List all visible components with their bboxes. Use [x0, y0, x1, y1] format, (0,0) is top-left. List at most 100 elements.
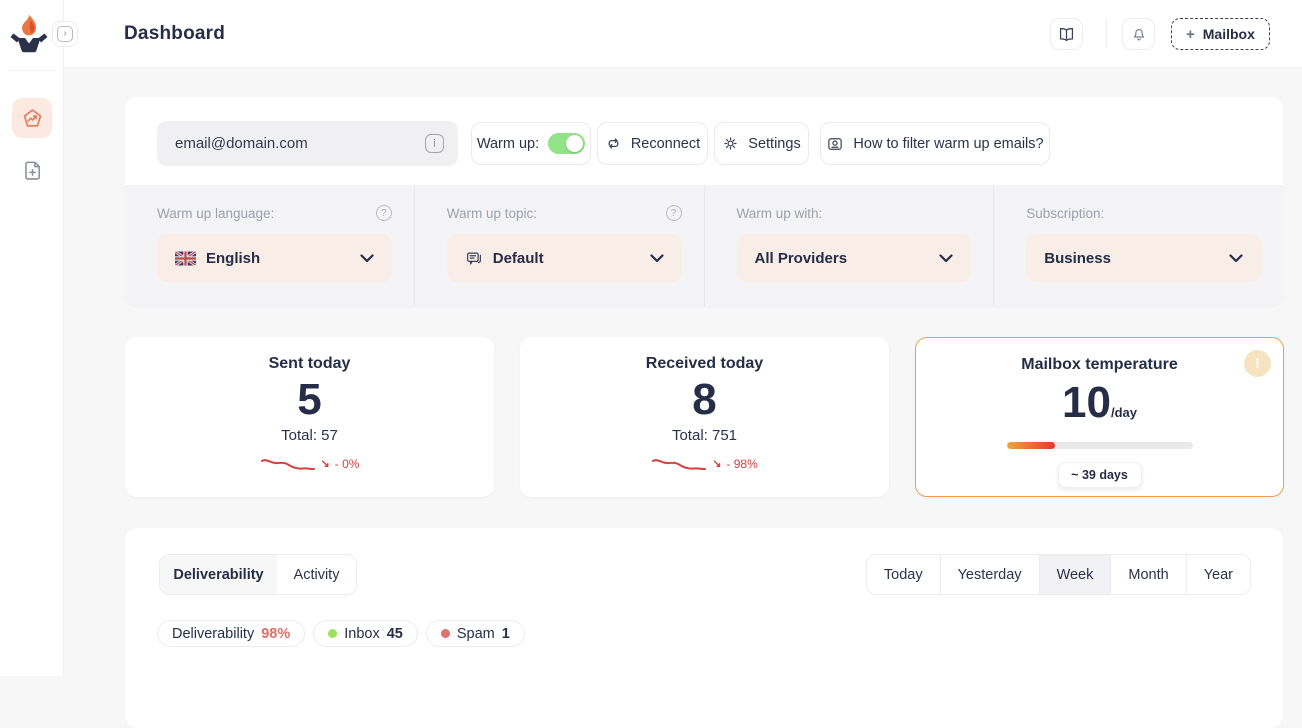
reconnect-button[interactable]: Reconnect — [597, 122, 708, 165]
sidebar: › — [0, 0, 78, 676]
received-trend-text: - 98% — [726, 457, 758, 471]
howto-filter-button[interactable]: How to filter warm up emails? — [820, 122, 1050, 165]
gear-icon — [722, 135, 739, 152]
docs-button[interactable] — [1050, 18, 1083, 50]
email-value: email@domain.com — [175, 135, 308, 152]
chevron-down-icon — [649, 253, 664, 263]
chevron-down-icon — [1229, 253, 1243, 263]
temperature-eta-badge: ~ 39 days — [1057, 462, 1142, 488]
badge-spam-value: 1 — [501, 625, 510, 642]
add-mailbox-label: Mailbox — [1202, 26, 1255, 42]
language-value: English — [206, 249, 261, 267]
mailbox-controls-card: email@domain.com i Warm up: Reconnect Se… — [125, 97, 1283, 306]
badge-deliverability-label: Deliverability — [172, 625, 255, 642]
providers-label: Warm up with: — [736, 205, 823, 221]
settings-button[interactable]: Settings — [714, 122, 809, 165]
warmup-toggle[interactable] — [548, 133, 586, 154]
received-today-card: Received today 8 Total: 751 ↘ - 98% — [520, 337, 889, 497]
howto-label: How to filter warm up emails? — [853, 135, 1044, 152]
temperature-value-row: 10 /day — [916, 376, 1283, 428]
badge-inbox-label: Inbox — [344, 625, 380, 642]
analytics-tabs: Deliverability Activity — [159, 554, 357, 595]
period-year[interactable]: Year — [1185, 555, 1250, 594]
tab-activity[interactable]: Activity — [293, 566, 340, 583]
received-today-total: Total: 751 — [671, 427, 738, 444]
badge-deliverability[interactable]: Deliverability 98% — [157, 620, 306, 647]
subscription-value: Business — [1044, 249, 1111, 267]
topic-dropdown[interactable]: Default — [446, 234, 682, 282]
sent-today-trend: ↘ - 0% — [125, 456, 494, 472]
temperature-title: Mailbox temperature — [1021, 356, 1178, 373]
settings-label: Settings — [748, 135, 801, 152]
period-today[interactable]: Today — [883, 566, 923, 583]
red-dot-icon — [440, 629, 450, 638]
page-title: Dashboard — [124, 23, 226, 44]
temperature-unit: /day — [1110, 405, 1137, 420]
analytics-panel: Deliverability Activity Today Yesterday … — [125, 528, 1283, 728]
badge-inbox[interactable]: Inbox 45 — [313, 620, 418, 647]
green-dot-icon — [328, 629, 338, 638]
subscription-label: Subscription: — [1026, 205, 1105, 221]
trend-down-arrow-icon: ↘ — [712, 457, 722, 470]
warmup-settings-row: Warm up language: ? — [125, 185, 1283, 306]
video-icon — [826, 135, 844, 153]
sent-today-value: 5 — [297, 375, 322, 424]
select-col-subscription: Subscription: Business — [993, 185, 1283, 306]
uk-flag-icon — [175, 251, 196, 266]
trend-down-arrow-icon: ↘ — [320, 457, 330, 470]
file-plus-icon — [21, 159, 44, 182]
sparkline-icon — [260, 456, 316, 472]
sync-icon — [605, 135, 622, 152]
home-trend-icon — [21, 107, 44, 130]
period-yesterday[interactable]: Yesterday — [939, 555, 1039, 594]
language-dropdown[interactable]: English — [157, 234, 392, 282]
notifications-button[interactable] — [1122, 18, 1155, 50]
alert-icon[interactable]: ! — [1244, 350, 1271, 377]
bell-icon — [1130, 25, 1148, 43]
sent-trend-text: - 0% — [334, 457, 360, 471]
chevron-down-icon — [360, 253, 374, 263]
badge-inbox-value: 45 — [386, 625, 403, 642]
email-field[interactable]: email@domain.com i — [157, 121, 458, 166]
subscription-dropdown[interactable]: Business — [1026, 234, 1261, 282]
sent-today-title: Sent today — [268, 355, 351, 372]
topic-label: Warm up topic: — [446, 205, 538, 221]
providers-value: All Providers — [754, 249, 848, 267]
badge-deliverability-value: 98% — [261, 625, 291, 642]
sidebar-item-dashboard[interactable] — [12, 98, 52, 138]
period-week[interactable]: Week — [1038, 555, 1111, 594]
sidebar-divider — [8, 70, 56, 71]
topic-value: Default — [492, 249, 544, 267]
received-today-title: Received today — [645, 355, 764, 372]
received-today-trend: ↘ - 98% — [520, 456, 889, 472]
help-icon[interactable]: ? — [665, 205, 682, 221]
sidebar-collapse-button[interactable]: › — [52, 21, 78, 47]
book-icon — [1057, 25, 1076, 44]
select-col-providers: Warm up with: All Providers — [703, 185, 994, 306]
help-icon[interactable]: ? — [375, 205, 392, 221]
legend-badges: Deliverability 98% Inbox 45 Spam 1 — [157, 620, 525, 647]
add-mailbox-button[interactable]: + Mailbox — [1171, 18, 1270, 50]
tab-deliverability[interactable]: Deliverability — [160, 555, 277, 594]
received-today-value: 8 — [692, 375, 717, 424]
header-divider — [1106, 20, 1107, 48]
sent-today-card: Sent today 5 Total: 57 ↘ - 0% — [125, 337, 494, 497]
chevron-right-icon: › — [57, 26, 73, 42]
app-logo-campfire-icon[interactable] — [9, 11, 49, 57]
toggle-knob-icon — [566, 135, 584, 152]
chat-icon — [465, 249, 483, 267]
sidebar-item-add-report[interactable] — [12, 150, 52, 190]
period-month[interactable]: Month — [1110, 555, 1185, 594]
providers-dropdown[interactable]: All Providers — [736, 234, 972, 282]
select-col-topic: Warm up topic: ? Default — [413, 185, 704, 306]
badge-spam[interactable]: Spam 1 — [425, 620, 525, 647]
sparkline-icon — [651, 456, 707, 472]
info-icon[interactable]: i — [425, 134, 444, 153]
header: Dashboard + Mailbox — [64, 0, 1302, 68]
sent-today-total: Total: 57 — [281, 427, 338, 444]
period-tabs: Today Yesterday Week Month Year — [865, 554, 1251, 595]
reconnect-label: Reconnect — [630, 135, 701, 152]
language-label: Warm up language: — [157, 205, 275, 221]
temperature-value: 10 — [1062, 378, 1111, 427]
badge-spam-label: Spam — [456, 625, 495, 642]
